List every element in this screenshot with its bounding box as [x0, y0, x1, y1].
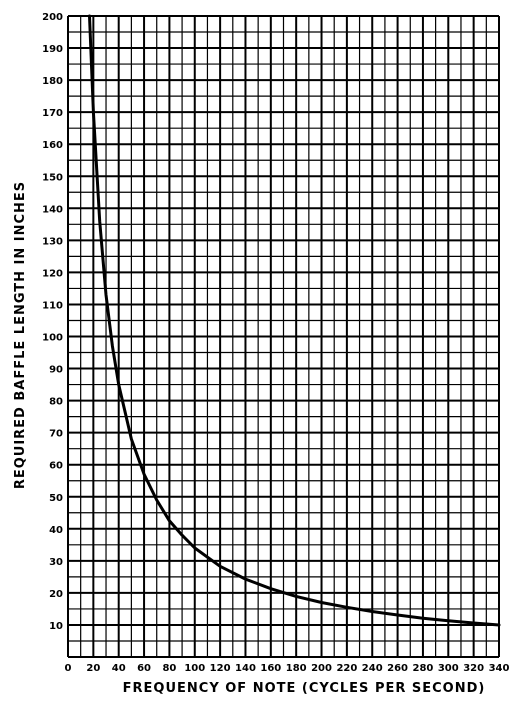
y-tick-label: 90 — [49, 365, 63, 376]
x-tick-label: 220 — [336, 663, 357, 674]
y-tick-label: 170 — [42, 108, 63, 119]
x-tick-label: 300 — [438, 663, 459, 674]
y-axis-title: REQUIRED BAFFLE LENGTH IN INCHES — [13, 181, 28, 489]
x-tick-labels: 0 20 40 60 80 100 120 140 160 180 200 220 240 260 280 3… — [65, 663, 510, 674]
y-tick-label: 60 — [49, 461, 63, 472]
y-tick-label: 150 — [42, 172, 63, 183]
x-tick-label: 100 — [184, 663, 205, 674]
y-tick-label: 130 — [42, 236, 63, 247]
y-tick-label: 190 — [42, 44, 63, 55]
x-tick-label: 140 — [235, 663, 256, 674]
x-tick-label: 320 — [463, 663, 484, 674]
y-tick-label: 80 — [49, 397, 63, 408]
x-tick-label: 260 — [387, 663, 408, 674]
x-tick-label: 280 — [413, 663, 434, 674]
x-tick-label: 160 — [260, 663, 281, 674]
x-tick-label: 180 — [286, 663, 307, 674]
y-tick-label: 70 — [49, 429, 63, 440]
x-tick-label: 120 — [210, 663, 231, 674]
y-tick-label: 180 — [42, 76, 63, 87]
x-tick-label: 80 — [162, 663, 176, 674]
major-gridlines — [68, 16, 499, 657]
x-tick-label: 0 — [65, 663, 72, 674]
y-tick-label: 120 — [42, 268, 63, 279]
x-tick-label: 40 — [112, 663, 126, 674]
y-tick-label: 200 — [42, 12, 63, 23]
y-tick-labels: 10 20 30 40 50 60 70 80 90 100 110 120 130 140 150 160 1… — [42, 12, 63, 632]
y-tick-label: 30 — [49, 557, 63, 568]
y-tick-label: 20 — [49, 589, 63, 600]
y-tick-label: 40 — [49, 525, 63, 536]
y-tick-label: 10 — [49, 621, 63, 632]
x-tick-label: 340 — [489, 663, 510, 674]
x-tick-label: 240 — [362, 663, 383, 674]
y-tick-label: 110 — [42, 300, 63, 311]
y-tick-label: 100 — [42, 333, 63, 344]
x-tick-label: 20 — [86, 663, 100, 674]
x-tick-label: 200 — [311, 663, 332, 674]
y-tick-label: 140 — [42, 204, 63, 215]
x-axis-title: FREQUENCY OF NOTE (CYCLES PER SECOND) — [123, 681, 486, 696]
x-tick-label: 60 — [137, 663, 151, 674]
y-tick-label: 160 — [42, 140, 63, 151]
y-tick-label: 50 — [49, 493, 63, 504]
